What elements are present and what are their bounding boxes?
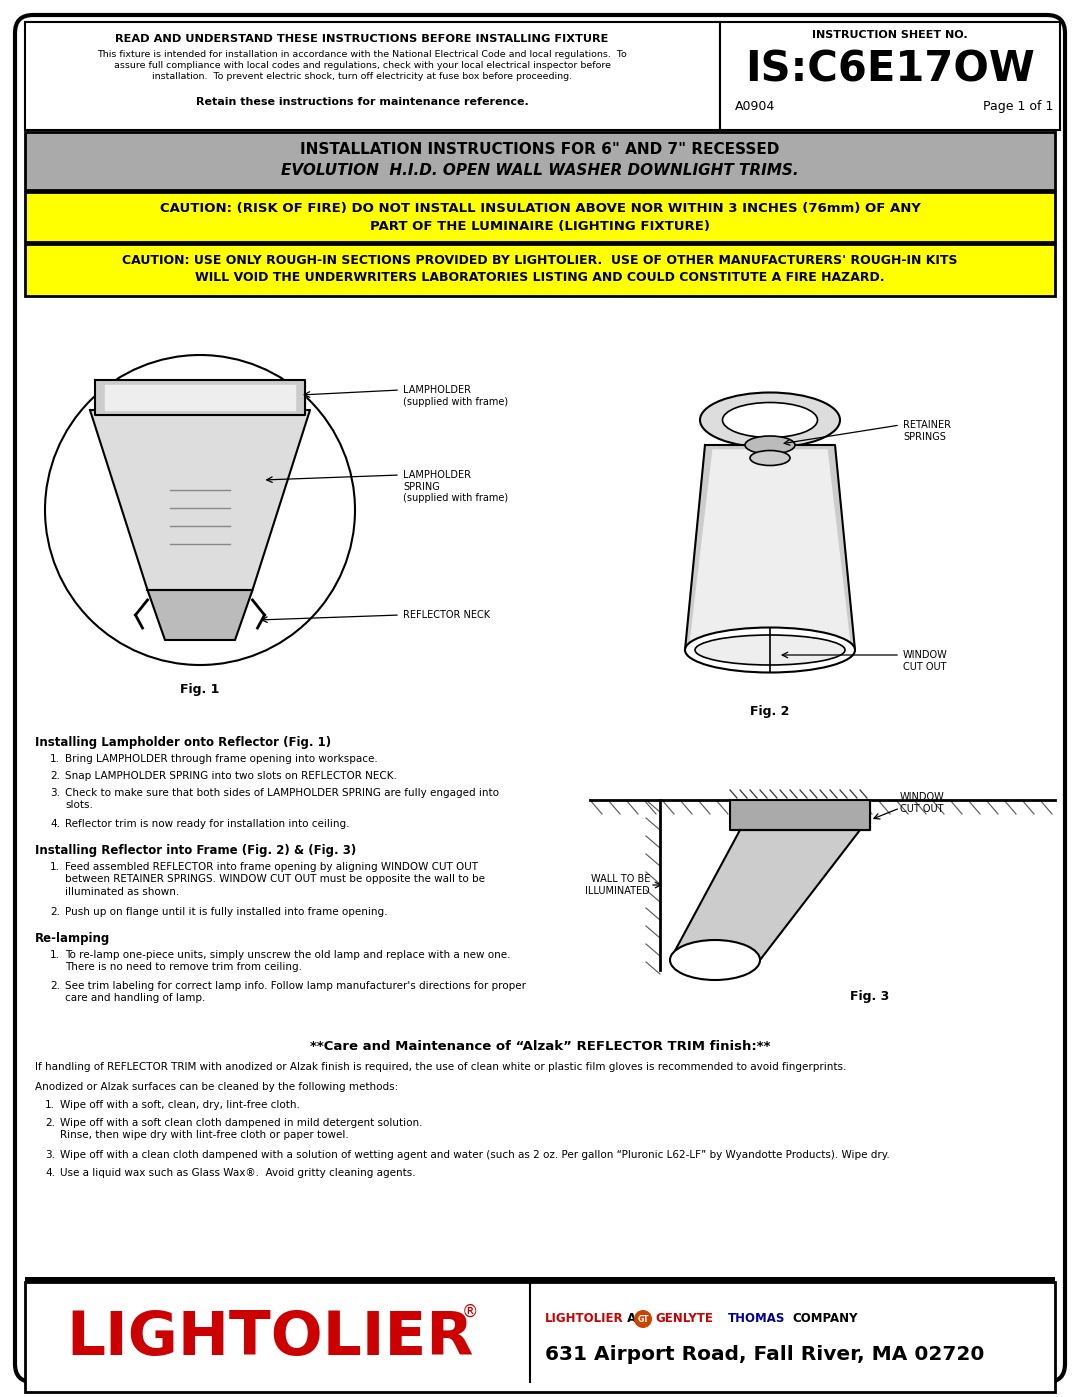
Text: Re-lamping: Re-lamping (35, 932, 110, 944)
Text: PART OF THE LUMINAIRE (LIGHTING FIXTURE): PART OF THE LUMINAIRE (LIGHTING FIXTURE) (370, 219, 710, 233)
Text: Retain these instructions for maintenance reference.: Retain these instructions for maintenanc… (195, 96, 528, 108)
Text: LAMPHOLDER
(supplied with frame): LAMPHOLDER (supplied with frame) (403, 386, 508, 407)
Polygon shape (670, 830, 860, 960)
Bar (25, 244, 1055, 296)
Text: EVOLUTION  H.I.D. OPEN WALL WASHER DOWNLIGHT TRIMS.: EVOLUTION H.I.D. OPEN WALL WASHER DOWNLI… (281, 163, 799, 177)
Text: Fig. 3: Fig. 3 (850, 990, 890, 1003)
Text: CAUTION: (RISK OF FIRE) DO NOT INSTALL INSULATION ABOVE NOR WITHIN 3 INCHES (76m: CAUTION: (RISK OF FIRE) DO NOT INSTALL I… (160, 203, 920, 215)
Text: COMPANY: COMPANY (792, 1313, 858, 1326)
Text: Wipe off with a soft clean cloth dampened in mild detergent solution.
Rinse, the: Wipe off with a soft clean cloth dampene… (60, 1118, 422, 1140)
Text: 2.: 2. (45, 1118, 55, 1127)
Ellipse shape (685, 627, 855, 672)
Text: 2.: 2. (50, 771, 60, 781)
Text: Reflector trim is now ready for installation into ceiling.: Reflector trim is now ready for installa… (65, 819, 350, 828)
Ellipse shape (750, 450, 789, 465)
Text: This fixture is intended for installation in accordance with the National Electr: This fixture is intended for installatio… (97, 50, 626, 59)
Text: WINDOW
CUT OUT: WINDOW CUT OUT (900, 792, 945, 813)
Text: CAUTION: USE ONLY ROUGH-IN SECTIONS PROVIDED BY LIGHTOLIER.  USE OF OTHER MANUFA: CAUTION: USE ONLY ROUGH-IN SECTIONS PROV… (122, 254, 958, 267)
Text: WINDOW
CUT OUT: WINDOW CUT OUT (903, 650, 948, 672)
Ellipse shape (723, 402, 818, 437)
Text: Page 1 of 1: Page 1 of 1 (983, 101, 1053, 113)
Polygon shape (95, 380, 305, 415)
Text: Check to make sure that both sides of LAMPHOLDER SPRING are fully engaged into
s: Check to make sure that both sides of LA… (65, 788, 499, 810)
Polygon shape (148, 590, 253, 640)
Ellipse shape (696, 636, 845, 665)
Text: See trim labeling for correct lamp info. Follow lamp manufacturer's directions f: See trim labeling for correct lamp info.… (65, 981, 526, 1003)
Text: WALL TO BE
ILLUMINATED: WALL TO BE ILLUMINATED (585, 875, 650, 895)
Text: 2.: 2. (50, 981, 60, 990)
Bar (25, 191, 1055, 242)
Polygon shape (105, 386, 295, 409)
Text: Anodized or Alzak surfaces can be cleaned by the following methods:: Anodized or Alzak surfaces can be cleane… (35, 1083, 399, 1092)
Text: Use a liquid wax such as Glass Wax®.  Avoid gritty cleaning agents.: Use a liquid wax such as Glass Wax®. Avo… (60, 1168, 416, 1178)
Text: assure full compliance with local codes and regulations, check with your local e: assure full compliance with local codes … (113, 61, 610, 70)
Text: installation.  To prevent electric shock, turn off electricity at fuse box befor: installation. To prevent electric shock,… (152, 73, 572, 81)
Text: A0904: A0904 (735, 101, 775, 113)
Bar (25, 1277, 1055, 1282)
Text: 1.: 1. (50, 754, 60, 764)
Circle shape (634, 1310, 652, 1329)
Text: 2.: 2. (50, 907, 60, 916)
Text: LIGHTOLIER: LIGHTOLIER (66, 1309, 474, 1369)
Text: Fig. 1: Fig. 1 (180, 683, 219, 696)
Bar (25, 131, 1055, 190)
Ellipse shape (745, 436, 795, 454)
Text: 3.: 3. (45, 1150, 55, 1160)
Text: 631 Airport Road, Fall River, MA 02720: 631 Airport Road, Fall River, MA 02720 (545, 1345, 984, 1365)
Ellipse shape (769, 439, 781, 446)
Text: If handling of REFLECTOR TRIM with anodized or Alzak finish is required, the use: If handling of REFLECTOR TRIM with anodi… (35, 1062, 847, 1071)
Text: GT: GT (637, 1315, 649, 1323)
Bar (720, 22, 1059, 130)
Polygon shape (685, 446, 855, 650)
Polygon shape (90, 409, 310, 590)
Text: Snap LAMPHOLDER SPRING into two slots on REFLECTOR NECK.: Snap LAMPHOLDER SPRING into two slots on… (65, 771, 396, 781)
Text: INSTRUCTION SHEET NO.: INSTRUCTION SHEET NO. (812, 29, 968, 41)
Text: Bring LAMPHOLDER through frame opening into workspace.: Bring LAMPHOLDER through frame opening i… (65, 754, 378, 764)
Text: 1.: 1. (50, 862, 60, 872)
Polygon shape (690, 450, 850, 645)
Text: 4.: 4. (45, 1168, 55, 1178)
Text: GENLYTE: GENLYTE (654, 1313, 713, 1326)
Text: INSTALLATION INSTRUCTIONS FOR 6" AND 7" RECESSED: INSTALLATION INSTRUCTIONS FOR 6" AND 7" … (300, 142, 780, 156)
FancyBboxPatch shape (15, 15, 1065, 1382)
Text: A: A (623, 1313, 640, 1326)
Text: IS:C6E17OW: IS:C6E17OW (745, 47, 1035, 89)
Text: THOMAS: THOMAS (728, 1313, 785, 1326)
Text: REFLECTOR NECK: REFLECTOR NECK (403, 610, 490, 620)
Text: Fig. 2: Fig. 2 (751, 705, 789, 718)
Text: LIGHTOLIER: LIGHTOLIER (545, 1313, 623, 1326)
Text: Installing Reflector into Frame (Fig. 2) & (Fig. 3): Installing Reflector into Frame (Fig. 2)… (35, 844, 356, 856)
Text: Feed assembled REFLECTOR into frame opening by aligning WINDOW CUT OUT
between R: Feed assembled REFLECTOR into frame open… (65, 862, 485, 897)
Text: 1.: 1. (50, 950, 60, 960)
Polygon shape (730, 800, 870, 830)
Text: READ AND UNDERSTAND THESE INSTRUCTIONS BEFORE INSTALLING FIXTURE: READ AND UNDERSTAND THESE INSTRUCTIONS B… (116, 34, 609, 43)
Ellipse shape (700, 393, 840, 447)
Text: Wipe off with a clean cloth dampened with a solution of wetting agent and water : Wipe off with a clean cloth dampened wit… (60, 1150, 890, 1160)
Text: 4.: 4. (50, 819, 60, 828)
Bar (25, 22, 720, 130)
Text: LAMPHOLDER
SPRING
(supplied with frame): LAMPHOLDER SPRING (supplied with frame) (403, 469, 508, 503)
Text: ®: ® (462, 1303, 478, 1322)
Text: Installing Lampholder onto Reflector (Fig. 1): Installing Lampholder onto Reflector (Fi… (35, 736, 332, 749)
Text: Push up on flange until it is fully installed into frame opening.: Push up on flange until it is fully inst… (65, 907, 388, 916)
Text: 3.: 3. (50, 788, 60, 798)
Text: To re-lamp one-piece units, simply unscrew the old lamp and replace with a new o: To re-lamp one-piece units, simply unscr… (65, 950, 511, 972)
Text: WILL VOID THE UNDERWRITERS LABORATORIES LISTING AND COULD CONSTITUTE A FIRE HAZA: WILL VOID THE UNDERWRITERS LABORATORIES … (195, 271, 885, 284)
Text: **Care and Maintenance of “Alzak” REFLECTOR TRIM finish:**: **Care and Maintenance of “Alzak” REFLEC… (310, 1039, 770, 1053)
Text: RETAINER
SPRINGS: RETAINER SPRINGS (903, 420, 951, 441)
Ellipse shape (670, 940, 760, 981)
Text: 1.: 1. (45, 1099, 55, 1111)
Text: Wipe off with a soft, clean, dry, lint-free cloth.: Wipe off with a soft, clean, dry, lint-f… (60, 1099, 300, 1111)
Bar (25, 1282, 1055, 1391)
